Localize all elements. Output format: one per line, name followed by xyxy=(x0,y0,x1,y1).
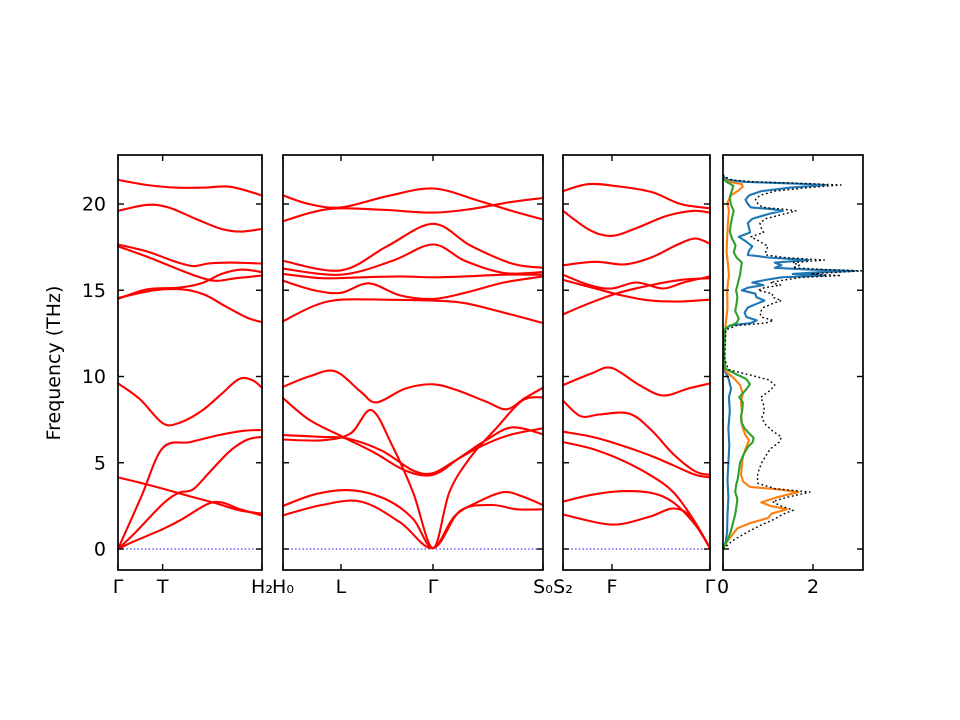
phonon-band-curve xyxy=(116,268,264,300)
x-tick-label: Γ xyxy=(705,576,716,598)
panel-frame xyxy=(117,154,263,571)
phonon-band-curve xyxy=(116,178,264,197)
panel-frame xyxy=(722,154,864,571)
x-tick-label: S₀ xyxy=(533,576,553,598)
phonon-band-curve xyxy=(116,476,264,515)
band-panel-3: S₂ F Γ xyxy=(553,154,716,598)
phonon-band-curve xyxy=(281,298,545,325)
phonon-band-curve xyxy=(561,441,712,550)
phonon-band-curve xyxy=(116,428,264,551)
projected-dos-1-curve xyxy=(722,175,856,550)
y-tick-label: 0 xyxy=(94,539,106,561)
phonon-band-curve xyxy=(281,196,545,223)
phonon-band-curve xyxy=(561,209,712,237)
x-tick-label: S₂ xyxy=(553,576,573,598)
phonon-band-curve xyxy=(281,275,545,301)
phonon-band-curve xyxy=(561,399,712,476)
phonon-band-curve xyxy=(281,499,545,550)
phonon-band-curve xyxy=(281,187,545,221)
x-tick-label: 0 xyxy=(717,576,729,598)
projected-dos-2-curve xyxy=(722,178,800,550)
x-tick-label: Γ xyxy=(428,576,439,598)
phonon-band-curve xyxy=(561,182,712,210)
phonon-band-curve xyxy=(281,427,545,476)
phonon-band-curve xyxy=(116,243,264,268)
phonon-band-curve xyxy=(281,369,545,411)
x-tick-label: 2 xyxy=(807,576,819,598)
x-tick-label: H₂ xyxy=(251,576,273,598)
phonon-band-curve xyxy=(561,277,712,316)
phonon-band-curve xyxy=(281,397,545,477)
phonon-band-curve xyxy=(116,287,264,324)
x-tick-label: L xyxy=(336,576,347,598)
phonon-band-curve xyxy=(561,278,712,303)
panel-frame xyxy=(282,154,544,571)
phonon-band-curve xyxy=(561,366,712,397)
band-panel-2: H₀ L Γ S₀ xyxy=(272,154,553,598)
x-tick-label: H₀ xyxy=(272,576,294,598)
phonon-band-curve xyxy=(561,507,712,550)
phonon-band-curve xyxy=(561,430,712,479)
phonon-band-curve xyxy=(561,273,712,290)
x-tick-label: T xyxy=(156,576,169,598)
x-tick-label: F xyxy=(606,576,617,598)
phonon-band-curve xyxy=(281,272,545,280)
phonon-band-curve xyxy=(281,222,545,272)
panel-frame xyxy=(562,154,711,571)
y-tick-label: 15 xyxy=(82,280,106,302)
phonon-band-curve xyxy=(281,396,545,550)
phonon-band-curve xyxy=(116,435,264,551)
phonon-band-curve xyxy=(116,245,264,282)
phonon-band-curve xyxy=(116,500,264,551)
y-tick-label: 5 xyxy=(94,452,106,474)
projected-dos-3-curve xyxy=(722,178,755,550)
phonon-band-curve xyxy=(116,376,264,427)
x-tick-label: Γ xyxy=(113,576,124,598)
phonon-band-curve xyxy=(561,237,712,267)
y-axis-label: Frequency (THz) xyxy=(43,286,65,441)
y-tick-label: 10 xyxy=(82,366,106,388)
y-tick-label: 20 xyxy=(82,194,106,216)
band-panel-1: Γ T H₂ 0 5 10 15 20 xyxy=(82,154,273,598)
phonon-band-curve xyxy=(281,243,545,276)
phonon-band-curve xyxy=(116,203,264,233)
phonon-band-curve xyxy=(281,489,545,550)
